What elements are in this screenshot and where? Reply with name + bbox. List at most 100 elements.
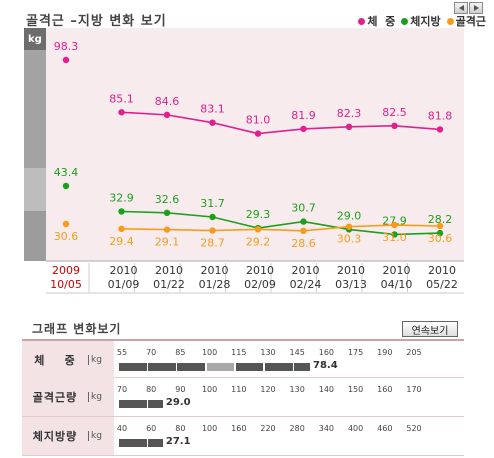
scale-row-name: 체지방량 [32, 430, 78, 443]
data-label: 32.6 [155, 193, 180, 206]
legend-dot-muscle [446, 17, 454, 25]
x-tick-label-year: 2010 [383, 264, 411, 277]
data-point [436, 222, 444, 230]
x-tick-label-year: 2010 [292, 264, 320, 277]
scale-tick-label: 40 [116, 424, 128, 433]
scale-tick-label: 280 [289, 424, 305, 433]
scale-bar-segment [148, 400, 163, 408]
scale-tick-label: 130 [260, 348, 276, 357]
scale-tick-label: 90 [175, 385, 186, 394]
data-label: 30.6 [428, 232, 453, 245]
scale-bar-segment [177, 363, 205, 371]
scale-tick-label: 160 [318, 348, 335, 357]
data-label: 43.4 [54, 166, 79, 179]
scale-tick-label: 110 [231, 385, 247, 394]
data-label: 29.0 [337, 209, 362, 222]
data-point [118, 225, 125, 233]
x-tick-label-date: 02/09 [244, 278, 276, 291]
data-label: 29.4 [109, 235, 134, 248]
scale-tick-label: 460 [377, 424, 393, 433]
x-tick-label-date: 04/10 [381, 278, 413, 291]
data-point [118, 109, 125, 116]
scale-row-label: 골격근량 kg [22, 378, 114, 416]
nav-buttons [454, 2, 483, 14]
scale-tick-label: 205 [406, 348, 422, 357]
scale-row-name: 체 중 [34, 354, 76, 367]
scale-row-unit: kg [88, 355, 102, 365]
data-point [391, 231, 398, 238]
legend-label-fat: 체지방 [410, 15, 441, 28]
data-label: 32.9 [109, 191, 134, 204]
arrow-left-icon [458, 5, 464, 11]
x-tick-label-year: 2010 [337, 264, 365, 277]
data-label: 29.3 [246, 208, 271, 221]
data-label: 98.3 [54, 40, 79, 53]
continuous-view-button[interactable]: 연속보기 [402, 321, 458, 337]
x-tick-label-year: 2010 [110, 264, 138, 277]
x-tick-label-date: 05/22 [426, 278, 458, 291]
scale-row: 체 중 kg 55 70 85 100 115 130 145 160 175 190 205 78.4 [22, 339, 464, 379]
data-point [62, 182, 70, 190]
data-label: 85.1 [109, 92, 134, 105]
scale-bar-segment [235, 363, 264, 371]
arrow-right-icon [473, 5, 479, 11]
data-point [209, 227, 216, 234]
x-tick-label-date: 01/28 [199, 278, 231, 291]
x-tick-label-date: 02/24 [290, 278, 322, 291]
scale-row-body: 70 80 90 100 110 120 130 140 150 160 170 29.0 [114, 378, 464, 416]
data-point [62, 220, 70, 228]
scale-tick-label: 175 [347, 348, 364, 357]
data-point [300, 218, 307, 225]
data-point [436, 229, 444, 237]
x-tick-label-year: 2010 [428, 264, 456, 277]
scale-bar-segment [119, 400, 147, 408]
scale-tick-label: 100 [201, 424, 218, 433]
x-tick-label-year: 2010 [201, 264, 229, 277]
data-point [163, 226, 171, 233]
scale-tick-label: 520 [406, 424, 422, 433]
x-tick-label-date: 10/05 [50, 278, 82, 291]
y-axis-band-fat [24, 168, 46, 211]
x-tick-label-year: 2010 [246, 264, 274, 277]
scale-row: 체지방량 kg 40 60 80 100 160 220 280 340 400 460 520 27.1 [22, 417, 464, 456]
data-label: 81.8 [428, 109, 453, 122]
data-label: 81.0 [246, 114, 271, 127]
scale-tick-label: 55 [116, 348, 128, 357]
scale-tick-label: 145 [289, 348, 305, 357]
y-axis-band-muscle [24, 211, 46, 261]
scale-row-body: 40 60 80 100 160 220 280 340 400 460 520 27.1 [114, 417, 464, 455]
data-point [163, 209, 171, 217]
chart-title: 골격근 –지방 변화 보기 [26, 14, 167, 29]
data-point [163, 111, 171, 119]
scale-bar-segment [119, 363, 147, 371]
scale-bar-value: 27.1 [165, 436, 191, 447]
legend-item-weight: 체 중 [358, 13, 395, 29]
data-point [209, 119, 216, 126]
prev-button[interactable] [454, 2, 468, 14]
x-tick-label-year: 2010 [155, 264, 183, 277]
data-point [391, 221, 398, 229]
scale-tick-label: 100 [201, 385, 218, 394]
scale-row-label: 체지방량 kg [22, 417, 114, 455]
next-button[interactable] [469, 2, 483, 14]
y-axis-unit-label: kg [28, 34, 42, 45]
line-chart: kg 98.3 85.1 84.6 83.1 81.0 81.9 82.3 82.5 81.8 43… [24, 28, 464, 294]
scale-tick-label: 120 [260, 385, 276, 394]
scale-bar-value: 29.0 [165, 397, 191, 408]
scale-tick-label: 80 [146, 385, 157, 394]
scale-tick-label: 160 [377, 385, 393, 394]
x-tick-label-date: 03/13 [335, 278, 367, 291]
legend: 체 중 체지방 골격근 [358, 13, 486, 29]
data-point [62, 56, 70, 64]
data-label: 31.7 [200, 197, 225, 210]
data-label: 84.6 [155, 95, 180, 108]
x-tick-label-date: 01/09 [108, 278, 140, 291]
data-point [345, 123, 353, 131]
scale-tick-label: 140 [318, 385, 335, 394]
data-label: 28.2 [428, 213, 453, 226]
legend-label-muscle: 골격근 [455, 15, 486, 28]
scale-tick-label: 70 [146, 348, 157, 357]
scale-tick-label: 85 [175, 348, 186, 357]
data-point [254, 130, 262, 137]
scale-bar-segment [148, 439, 163, 447]
